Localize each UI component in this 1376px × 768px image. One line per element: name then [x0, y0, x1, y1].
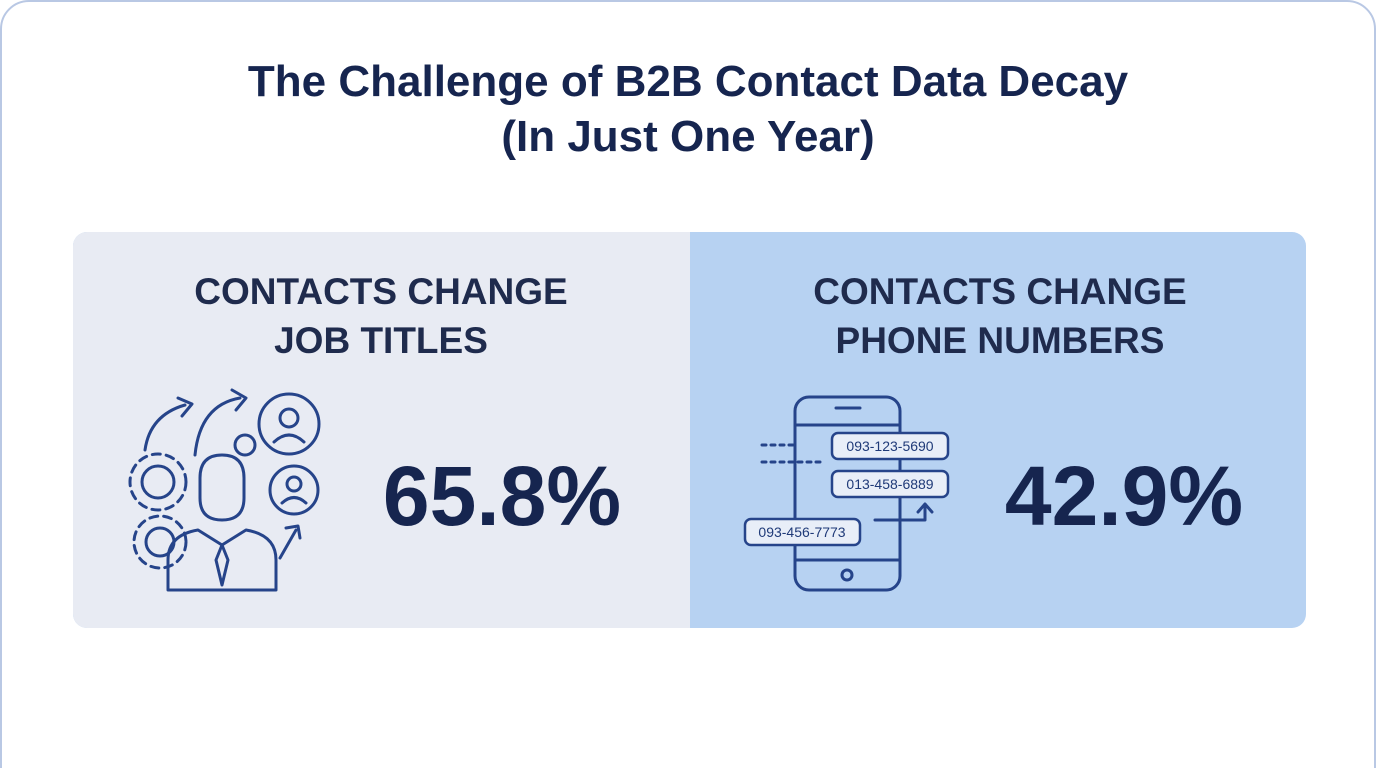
phone-number: 093-123-5690: [846, 438, 933, 454]
panel-heading: CONTACTS CHANGE: [813, 271, 1186, 312]
phone-number-tag: 013-458-6889: [830, 469, 950, 499]
left-panel: [73, 232, 690, 628]
title-line: The Challenge of B2B Contact Data Decay: [248, 57, 1129, 106]
phone-number: 013-458-6889: [846, 476, 933, 492]
title-line: (In Just One Year): [501, 112, 874, 161]
stat-value: 65.8%: [383, 449, 621, 543]
phone-number-tag: 093-123-5690: [830, 431, 950, 461]
panel-heading: PHONE NUMBERS: [836, 320, 1165, 361]
job-change-icon: [128, 388, 321, 592]
stat-value: 42.9%: [1005, 449, 1243, 543]
panel-heading: CONTACTS CHANGE: [194, 271, 567, 312]
phone-number-tag: 093-456-7773: [743, 517, 862, 547]
panel-heading: JOB TITLES: [274, 320, 488, 361]
phone-number: 093-456-7773: [758, 524, 845, 540]
